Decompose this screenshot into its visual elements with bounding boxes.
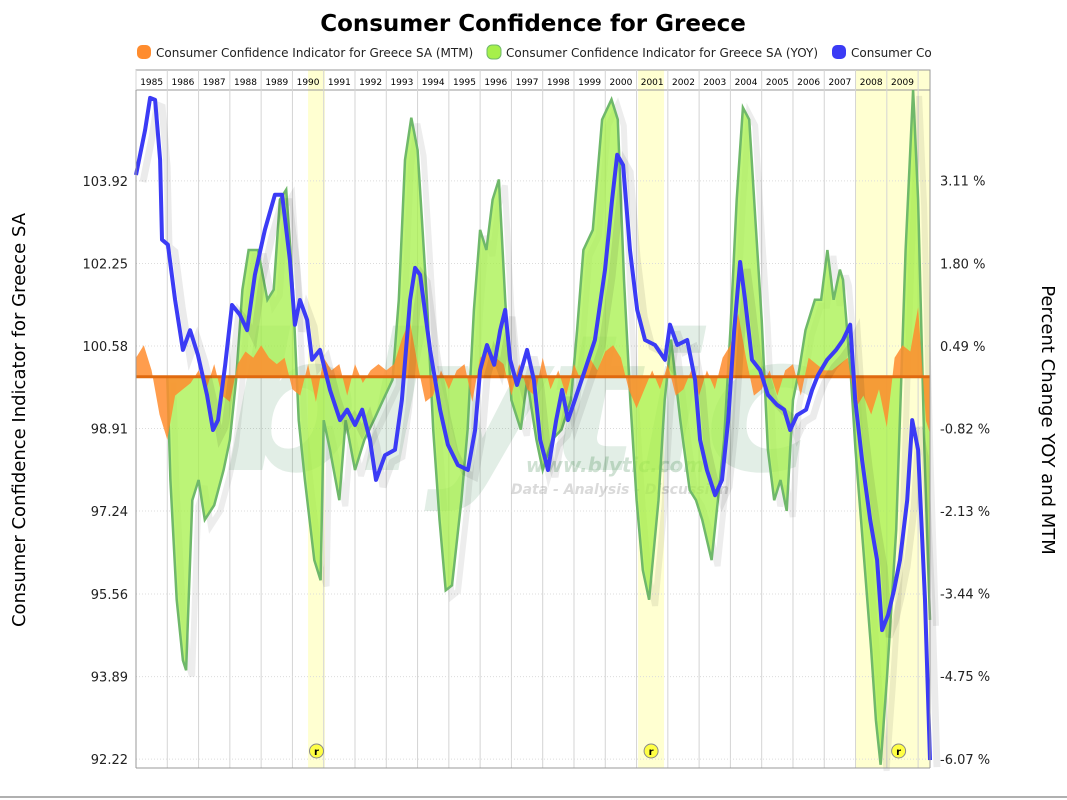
y-tick-label-left: 93.89 — [91, 671, 128, 686]
legend: Consumer Confidence Indicator for Greece… — [137, 44, 932, 60]
y-tick-label-left: 98.91 — [91, 423, 128, 438]
yoy-area — [167, 90, 930, 765]
x-tick-label: 1990 — [297, 78, 320, 88]
x-tick-label: 1985 — [140, 78, 163, 88]
chart-title: Consumer Confidence for Greece — [320, 11, 746, 37]
y-tick-label-right: 3.11 % — [940, 175, 985, 190]
legend-label-level: Consumer Co — [851, 46, 932, 60]
x-tick-label: 1986 — [171, 78, 194, 88]
y-tick-label-right: 0.49 % — [940, 340, 985, 355]
recession-marker-label: r — [896, 747, 901, 758]
y-axis-label-right: Percent Change YOY and MTM — [1037, 285, 1058, 555]
y-tick-label-right: -6.07 % — [940, 753, 990, 768]
x-tick-label: 1996 — [484, 78, 507, 88]
x-tick-label: 2001 — [641, 78, 664, 88]
x-tick-label: 1988 — [234, 78, 257, 88]
x-tick-label: 2006 — [797, 78, 820, 88]
x-tick-label: 1997 — [516, 78, 539, 88]
x-tick-label: 2003 — [703, 78, 726, 88]
x-tick-label: 2002 — [672, 78, 695, 88]
x-tick-label: 1989 — [265, 78, 288, 88]
plot-area: 1985 1986 1987 1988 1989 1990 1991 1992 1993 1994… — [83, 69, 990, 772]
y-tick-label-left: 95.56 — [91, 588, 128, 603]
recession-marker-icon — [309, 743, 325, 759]
bottom-rule — [0, 796, 1067, 798]
recession-marker-label: r — [314, 747, 319, 758]
x-tick-label: 1995 — [453, 78, 476, 88]
legend-label-yoy: Consumer Confidence Indicator for Greece… — [506, 46, 818, 60]
y-tick-label-left: 92.22 — [91, 753, 128, 768]
y-tick-label-left: 102.25 — [83, 257, 129, 272]
x-tick-label: 2004 — [735, 78, 758, 88]
y-tick-label-right: -3.44 % — [940, 587, 990, 602]
legend-label-mtm: Consumer Confidence Indicator for Greece… — [156, 46, 473, 60]
x-tick-label: 1999 — [578, 78, 601, 88]
x-tick-label: 2005 — [766, 78, 789, 88]
x-tick-label: 2007 — [828, 78, 851, 88]
x-tick-label: 1992 — [359, 78, 382, 88]
level-line — [134, 95, 932, 761]
recession-marker-icon — [643, 743, 659, 759]
legend-swatch-mtm — [137, 45, 151, 59]
recession-marker-icon — [891, 743, 907, 759]
x-tick-label: 2009 — [891, 78, 914, 88]
recession-marker-label: r — [649, 747, 654, 758]
x-tick-label: 1993 — [390, 78, 413, 88]
legend-swatch-yoy — [486, 44, 502, 60]
y-tick-label-right: -2.13 % — [940, 505, 990, 520]
x-tick-label: 1994 — [422, 78, 445, 88]
watermark-tagline: Data - Analysis - Discussion — [511, 482, 729, 498]
x-tick-label: 1998 — [547, 78, 570, 88]
x-tick-label: 1991 — [328, 78, 351, 88]
legend-item-level[interactable]: Consumer Co — [832, 45, 932, 60]
legend-swatch-level — [832, 45, 846, 59]
y-tick-label-right: -4.75 % — [940, 670, 990, 685]
legend-item-yoy[interactable]: Consumer Confidence Indicator for Greece… — [486, 44, 818, 60]
y-tick-label-left: 97.24 — [91, 505, 128, 520]
x-tick-label: 2008 — [860, 78, 883, 88]
y-tick-label-left: 100.58 — [83, 340, 129, 355]
y-tick-label-left: 103.92 — [83, 175, 129, 190]
legend-item-mtm[interactable]: Consumer Confidence Indicator for Greece… — [137, 45, 473, 60]
watermark-url: www.blytic.com — [526, 453, 704, 477]
level-shadow — [139, 100, 941, 768]
y-axis-label-left: Consumer Confidence Indicator for Greece… — [9, 212, 30, 627]
y-tick-label-right: -0.82 % — [940, 422, 990, 437]
x-tick-label: 1987 — [203, 78, 226, 88]
y-tick-label-right: 1.80 % — [940, 257, 985, 272]
x-tick-label: 2000 — [609, 78, 632, 88]
